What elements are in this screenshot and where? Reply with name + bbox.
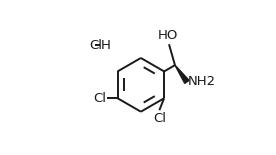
Polygon shape <box>175 65 189 83</box>
Text: NH2: NH2 <box>188 75 216 88</box>
Text: Cl: Cl <box>93 92 106 105</box>
Text: H: H <box>101 39 111 52</box>
Text: Cl: Cl <box>153 112 166 125</box>
Text: HO: HO <box>158 29 179 42</box>
Text: Cl: Cl <box>89 39 102 52</box>
